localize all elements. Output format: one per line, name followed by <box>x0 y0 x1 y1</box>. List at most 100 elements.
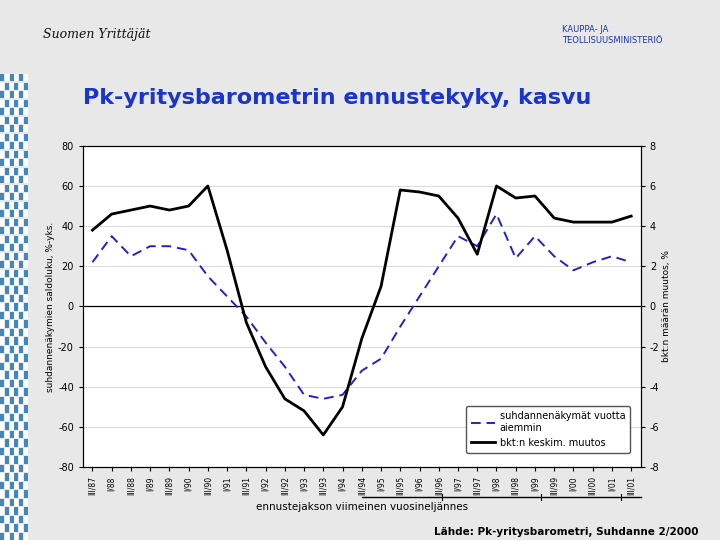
Bar <box>0 431 4 438</box>
Bar <box>9 253 14 260</box>
Bar <box>14 388 19 396</box>
Bar <box>9 440 14 447</box>
Text: Pk-yritysbarometrin ennustekyky, kasvu: Pk-yritysbarometrin ennustekyky, kasvu <box>83 88 591 108</box>
Bar <box>9 363 14 370</box>
Bar <box>19 193 23 200</box>
Bar <box>5 524 9 531</box>
Bar <box>24 269 28 276</box>
Bar <box>19 329 23 336</box>
Bar <box>9 474 14 481</box>
Bar <box>5 516 9 523</box>
Bar <box>0 193 4 200</box>
Bar <box>0 74 4 82</box>
Bar <box>0 456 4 463</box>
Bar <box>9 516 14 523</box>
Bar <box>5 295 9 302</box>
Bar <box>24 456 28 463</box>
Bar <box>0 380 4 387</box>
Bar <box>0 524 4 531</box>
Bar <box>19 490 23 497</box>
Bar <box>24 117 28 124</box>
Bar <box>9 278 14 285</box>
Bar <box>14 465 19 472</box>
Bar <box>19 133 23 141</box>
Bar <box>0 108 4 116</box>
Bar <box>14 533 19 540</box>
Bar <box>24 346 28 353</box>
Bar <box>9 91 14 98</box>
Bar <box>19 244 23 251</box>
Bar <box>9 482 14 489</box>
Bar <box>5 210 9 217</box>
Bar <box>5 448 9 455</box>
Bar <box>24 261 28 268</box>
Bar <box>19 406 23 413</box>
Bar <box>9 303 14 310</box>
Bar <box>19 312 23 319</box>
Bar <box>19 524 23 531</box>
Bar <box>19 499 23 506</box>
Bar <box>19 176 23 183</box>
Bar <box>9 431 14 438</box>
Bar <box>24 142 28 150</box>
Bar <box>19 253 23 260</box>
Bar <box>19 354 23 362</box>
Bar <box>5 397 9 404</box>
Bar <box>24 320 28 328</box>
Bar <box>0 167 4 175</box>
Bar <box>14 482 19 489</box>
Bar <box>5 474 9 481</box>
Bar <box>24 159 28 166</box>
Bar <box>0 482 4 489</box>
Bar <box>0 372 4 379</box>
Bar <box>0 133 4 141</box>
Bar <box>9 159 14 166</box>
Bar <box>5 422 9 430</box>
Bar <box>5 83 9 90</box>
Bar <box>0 219 4 226</box>
Bar <box>14 269 19 276</box>
Bar <box>5 431 9 438</box>
Bar <box>14 516 19 523</box>
Bar <box>14 210 19 217</box>
Bar <box>24 287 28 294</box>
Bar <box>19 91 23 98</box>
Bar <box>9 338 14 345</box>
Bar <box>0 295 4 302</box>
Bar <box>14 354 19 362</box>
Bar <box>24 295 28 302</box>
Bar <box>24 108 28 116</box>
Bar <box>0 329 4 336</box>
Bar <box>5 227 9 234</box>
Bar <box>19 320 23 328</box>
Bar <box>5 499 9 506</box>
Bar <box>24 193 28 200</box>
Bar <box>14 235 19 243</box>
Bar <box>9 74 14 82</box>
Bar <box>0 516 4 523</box>
Bar <box>19 474 23 481</box>
Bar <box>0 287 4 294</box>
Bar <box>5 372 9 379</box>
Legend: suhdannenäkymät vuotta
aiemmin, bkt:n keskim. muutos: suhdannenäkymät vuotta aiemmin, bkt:n ke… <box>466 407 630 453</box>
Bar <box>24 235 28 243</box>
Bar <box>14 456 19 463</box>
Bar <box>5 185 9 192</box>
Bar <box>14 338 19 345</box>
Bar <box>9 151 14 158</box>
Bar <box>19 448 23 455</box>
Bar <box>24 465 28 472</box>
Bar <box>14 524 19 531</box>
Bar <box>9 406 14 413</box>
Bar <box>24 185 28 192</box>
Bar <box>9 380 14 387</box>
Bar <box>9 397 14 404</box>
Bar <box>14 422 19 430</box>
Bar <box>5 133 9 141</box>
Bar <box>19 235 23 243</box>
Bar <box>24 482 28 489</box>
Bar <box>0 388 4 396</box>
Bar <box>0 261 4 268</box>
Bar <box>0 142 4 150</box>
Bar <box>9 117 14 124</box>
